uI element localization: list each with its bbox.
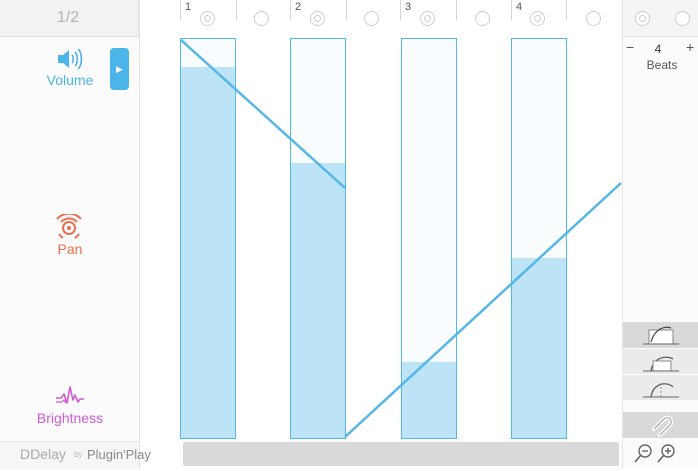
column-separator <box>236 0 237 20</box>
column-separator <box>346 0 347 20</box>
step-toggle[interactable] <box>364 11 379 26</box>
column-separator <box>456 0 457 20</box>
speaker-icon[interactable] <box>56 48 84 70</box>
beats-decrement-button[interactable]: − <box>626 39 635 55</box>
page-indicator[interactable]: 1/2 <box>0 0 139 37</box>
pan-icon[interactable] <box>54 212 84 240</box>
step-bar-1[interactable] <box>180 38 236 439</box>
step-toggle[interactable] <box>475 11 490 26</box>
bar-fill <box>291 162 345 438</box>
curve-release-button[interactable] <box>623 374 698 400</box>
step-toggle[interactable] <box>675 11 690 26</box>
logo-product: DDelay <box>20 446 66 462</box>
zoom-out-button[interactable] <box>632 442 654 466</box>
beat-number: 4 <box>516 1 523 13</box>
zoom-in-button[interactable] <box>655 442 677 466</box>
ramp-line <box>180 39 346 189</box>
magnet-icon <box>652 415 674 437</box>
beats-label: Beats <box>646 58 678 72</box>
brightness-label[interactable]: Brightness <box>36 410 104 426</box>
column-separator <box>290 0 291 20</box>
step-bar-2[interactable] <box>290 38 346 439</box>
column-separator <box>511 0 512 20</box>
bar-fill <box>181 66 235 438</box>
curve-attack-button[interactable] <box>623 322 698 348</box>
beat-number: 2 <box>295 1 302 13</box>
step-toggle[interactable] <box>635 11 650 26</box>
step-toggle[interactable] <box>420 11 435 26</box>
attack-curve-icon <box>643 326 679 345</box>
step-toggle[interactable] <box>530 11 545 26</box>
column-separator <box>566 0 567 20</box>
step-bar-4[interactable] <box>511 38 567 439</box>
beats-value: 4 <box>654 42 662 56</box>
ramp-line <box>344 182 622 438</box>
logo-brand: Plugin'Play <box>87 447 151 462</box>
volume-label[interactable]: Volume <box>46 72 94 88</box>
expand-button[interactable]: ▶ <box>110 48 129 90</box>
pan-label[interactable]: Pan <box>57 241 83 257</box>
step-toggle[interactable] <box>586 11 601 26</box>
logo-by: by <box>74 450 83 459</box>
magnet-button[interactable] <box>623 412 698 438</box>
step-toggle[interactable] <box>310 11 325 26</box>
step-toggle[interactable] <box>200 11 215 26</box>
release-curve-icon <box>643 383 679 398</box>
column-separator <box>180 0 181 20</box>
step-toggle[interactable] <box>254 11 269 26</box>
zoom-out-icon <box>634 444 652 463</box>
column-separator <box>400 0 401 20</box>
beat-number: 1 <box>185 1 192 13</box>
curve-hold-button[interactable] <box>623 348 698 374</box>
page-indicator-label: 1/2 <box>56 9 80 26</box>
brightness-icon[interactable] <box>55 384 85 408</box>
beat-number: 3 <box>405 1 412 13</box>
right-panel-header <box>623 0 698 37</box>
bar-fill <box>512 258 566 438</box>
zoom-in-icon <box>657 444 675 463</box>
hold-curve-icon <box>643 356 679 372</box>
scrollbar[interactable] <box>183 442 619 466</box>
logo: DDelay by Plugin'Play <box>0 441 151 469</box>
beats-increment-button[interactable]: + <box>686 39 695 55</box>
